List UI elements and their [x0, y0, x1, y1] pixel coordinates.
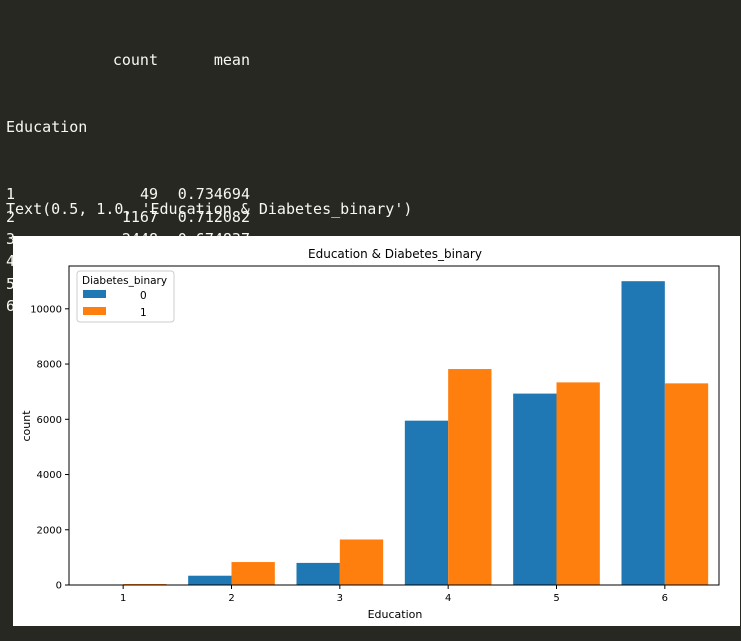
column-header-count: count — [112, 50, 158, 69]
bar-0-2 — [188, 575, 232, 585]
bar-1-2 — [231, 562, 275, 585]
text-repr-output: Text(0.5, 1.0, 'Education & Diabetes_bin… — [6, 200, 413, 218]
y-tick-label: 2000 — [37, 525, 62, 536]
bar-1-6 — [664, 383, 709, 585]
x-tick-label: 4 — [445, 593, 451, 604]
legend-label-1: 1 — [140, 307, 147, 319]
x-tick-label: 6 — [662, 593, 668, 604]
legend: Diabetes_binary 0 1 — [76, 270, 175, 323]
x-tick-label: 3 — [337, 593, 343, 604]
index-name: Education — [6, 118, 88, 137]
row-mean: 0.712082 — [177, 207, 250, 226]
legend-swatch-1 — [83, 307, 106, 315]
legend-title: Diabetes_binary — [82, 275, 167, 287]
bar-1-3 — [339, 539, 384, 585]
bar-0-4 — [404, 420, 449, 585]
x-tick-label: 2 — [228, 593, 234, 604]
chart-area: Education & Diabetes_binary 0 2000 4000 600… — [13, 236, 740, 626]
x-axis-ticks: 1 2 3 4 5 6 — [120, 585, 668, 604]
y-tick-label: 10000 — [30, 304, 62, 315]
row-mean: 0.734694 — [177, 185, 250, 204]
y-tick-label: 0 — [56, 581, 62, 592]
row-index: 5 — [6, 274, 16, 293]
chart-title: Education & Diabetes_binary — [308, 247, 482, 261]
bar-series — [79, 281, 709, 585]
legend-label-0: 0 — [140, 290, 147, 302]
plot-frame — [68, 265, 720, 586]
row-index: 4 — [6, 252, 16, 271]
x-axis-label: Education — [368, 608, 423, 621]
x-tick-label: 5 — [553, 593, 559, 604]
y-tick-label: 4000 — [37, 470, 62, 481]
bar-1-4 — [448, 369, 492, 585]
y-axis-ticks: 0 2000 4000 6000 8000 10000 — [30, 304, 69, 592]
y-tick-label: 8000 — [37, 360, 62, 371]
row-index: 2 — [6, 207, 16, 226]
y-tick-label: 6000 — [37, 415, 62, 426]
bar-chart: Education & Diabetes_binary 020004000600… — [20, 247, 720, 621]
bar-1-5 — [556, 382, 600, 585]
row-index: 6 — [6, 297, 16, 316]
row-index: 3 — [6, 230, 16, 248]
table-header-row: count mean — [6, 49, 250, 71]
bar-0-6 — [621, 281, 665, 585]
index-name-row: Education — [6, 116, 250, 138]
row-count: 1167 — [121, 207, 158, 226]
column-header-mean: mean — [213, 50, 250, 69]
bar-0-3 — [296, 562, 340, 585]
legend-swatch-0 — [83, 290, 106, 298]
x-tick-label: 1 — [120, 593, 126, 604]
row-count: 49 — [139, 185, 158, 204]
table-row: 1 49 0.734694 — [6, 183, 250, 205]
row-index: 1 — [6, 185, 16, 204]
y-axis-label: count — [20, 410, 33, 442]
table-row: 2 1167 0.712082 — [6, 206, 250, 228]
bar-0-5 — [513, 393, 557, 585]
